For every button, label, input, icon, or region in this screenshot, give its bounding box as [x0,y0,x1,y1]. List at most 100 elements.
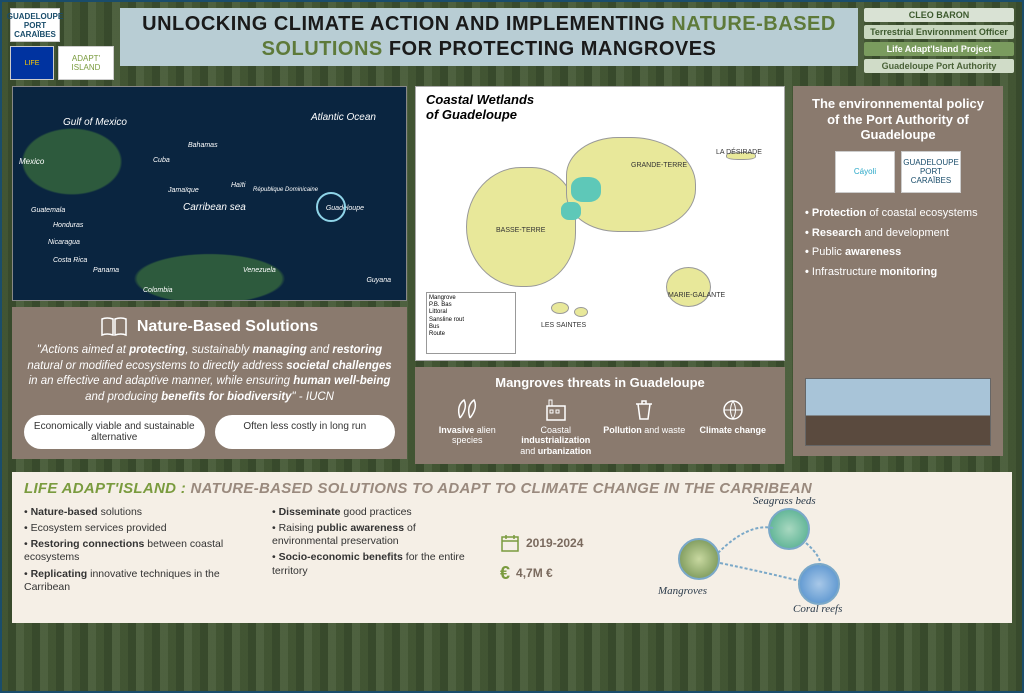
bottom-title-green: LIFE ADAPT'ISLAND : [24,480,191,497]
title-block: UNLOCKING CLIMATE ACTION AND IMPLEMENTIN… [120,8,858,66]
map-label-gulf: Gulf of Mexico [63,117,127,128]
b2-item-2: Raising public awareness of environmenta… [272,522,482,548]
guadeloupe-map-title: Coastal Wetlands of Guadeloupe [426,93,534,123]
factory-icon [541,396,571,422]
title-text-2: FOR PROTECTING MANGROVES [383,38,717,60]
cayoli-logo: Cáyoli [835,151,895,193]
map-label-panama: Panama [93,267,119,274]
map-label-dr: République Dominicaine [253,187,318,193]
nbs-pill-2: Often less costly in long run [215,415,396,449]
port-logo-small: GUADELOUPE PORT CARAÏBES [901,151,961,193]
nbs-pills: Economically viable and sustainable alte… [24,415,395,449]
right-column: The environnemental policy of the Port A… [793,86,1003,464]
map-label-jamaica: Jamaïque [168,187,199,194]
header-row: GUADELOUPE PORT CARAÏBES LIFE ADAPT' ISL… [2,2,1022,82]
b1-item-4: Replicating innovative techniques in the… [24,568,254,594]
map-label-costarica: Costa Rica [53,257,87,264]
eco-label-mangroves: Mangroves [658,585,707,597]
threats-row: Invasive alien species Coastal industria… [425,396,775,456]
policy-box: The environnemental policy of the Port A… [793,86,1003,456]
map-label-cuba: Cuba [153,157,170,164]
threats-title: Mangroves threats in Guadeloupe [425,375,775,390]
calendar-icon [500,533,520,553]
period-stat: 2019-2024 [500,533,610,553]
nbs-heading-text: Nature-Based Solutions [137,318,318,336]
map-legend: Mangrove P.B. Bas Littoral Sansline rout… [426,292,516,354]
map-label-colombia: Colombia [143,287,173,294]
map-label-atlantic: Atlantic Ocean [311,112,376,123]
eco-label-seagrass: Seagrass beds [753,495,816,507]
bottom-col-1: Nature-based solutions Ecosystem service… [24,503,254,613]
author-role-badge: Terrestrial Environnment Officer [864,25,1014,39]
ecosystem-diagram: Seagrass beds Mangroves Coral reefs [628,503,1000,613]
threat-invasive: Invasive alien species [425,396,510,456]
budget-stat: € 4,7M € [500,563,610,584]
guadeloupe-map: Coastal Wetlands of Guadeloupe GRANDE-T [415,86,785,361]
leaf-icon [452,396,482,422]
period-text: 2019-2024 [526,536,583,550]
trash-icon [629,396,659,422]
region-basse-terre: BASSE-TERRE [496,227,545,234]
nbs-quote: "Actions aimed at protecting, sustainabl… [24,343,395,405]
book-icon [101,317,127,337]
policy-item-3: Public awareness [805,246,991,260]
bottom-title-rest: NATURE-BASED SOLUTIONS TO ADAPT TO CLIMA… [191,480,812,497]
eco-label-coral: Coral reefs [793,603,842,615]
logo-block: GUADELOUPE PORT CARAÏBES LIFE ADAPT' ISL… [10,8,114,80]
caribbean-map: Gulf of Mexico Atlantic Ocean Carribean … [12,86,407,301]
title-text-1: UNLOCKING CLIMATE ACTION AND IMPLEMENTIN… [142,13,671,35]
region-marie-galante: MARIE-GALANTE [668,292,725,299]
policy-list: Protection of coastal ecosystems Researc… [805,201,991,286]
map-label-venezuela: Venezuela [243,267,276,274]
bottom-col-3: 2019-2024 € 4,7M € [500,503,610,613]
bottom-title: LIFE ADAPT'ISLAND : NATURE-BASED SOLUTIO… [24,480,1000,497]
euro-icon: € [500,563,510,584]
policy-logos: Cáyoli GUADELOUPE PORT CARAÏBES [805,151,991,193]
page-title: UNLOCKING CLIMATE ACTION AND IMPLEMENTIN… [120,8,858,66]
policy-item-2: Research and development [805,227,991,241]
life-logo: LIFE [10,46,54,80]
threat-climate: Climate change [691,396,776,456]
left-column: Gulf of Mexico Atlantic Ocean Carribean … [12,86,407,464]
map-label-bahamas: Bahamas [188,142,218,149]
author-badges: CLEO BARON Terrestrial Environnment Offi… [864,8,1014,73]
bottom-col-2: Disseminate good practices Raising publi… [272,503,482,613]
budget-text: 4,7M € [516,566,553,580]
policy-item-4: Infrastructure monitoring [805,266,991,280]
map-label-guatemala: Guatemala [31,207,65,214]
org-badge: Guadeloupe Port Authority [864,59,1014,73]
region-les-saintes: LES SAINTES [541,322,586,329]
b1-item-2: Ecosystem services provided [24,522,254,535]
region-grande-terre: GRANDE-TERRE [631,162,687,169]
author-name-badge: CLEO BARON [864,8,1014,22]
b2-item-1: Disseminate good practices [272,506,482,519]
threats-box: Mangroves threats in Guadeloupe Invasive… [415,367,785,464]
bottom-section: LIFE ADAPT'ISLAND : NATURE-BASED SOLUTIO… [12,472,1012,623]
guadeloupe-shape [456,127,756,297]
middle-column: Coastal Wetlands of Guadeloupe GRANDE-T [415,86,785,464]
map-label-guyana: Guyana [366,277,391,284]
globe-icon [718,396,748,422]
nbs-pill-1: Economically viable and sustainable alte… [24,415,205,449]
b2-item-3: Socio-economic benefits for the entire t… [272,551,482,577]
map-label-caribbean: Carribean sea [183,202,246,213]
b1-item-3: Restoring connections between coastal ec… [24,538,254,564]
map-label-haiti: Haïti [231,182,245,189]
policy-item-1: Protection of coastal ecosystems [805,207,991,221]
bottom-col-4: Seagrass beds Mangroves Coral reefs [628,503,1000,613]
map-label-mexico: Mexico [19,157,44,166]
policy-title: The environnemental policy of the Port A… [805,96,991,143]
main-grid: Gulf of Mexico Atlantic Ocean Carribean … [2,82,1022,468]
nbs-definition-box: Nature-Based Solutions "Actions aimed at… [12,307,407,459]
region-desirade: LA DÉSIRADE [716,149,762,156]
guadeloupe-marker-icon [316,192,346,222]
bottom-columns: Nature-based solutions Ecosystem service… [24,503,1000,613]
coastal-photo [805,378,991,446]
map-label-nicaragua: Nicaragua [48,239,80,246]
b1-item-1: Nature-based solutions [24,506,254,519]
project-badge: Life Adapt'Island Project [864,42,1014,56]
threat-industrial: Coastal industrialization and urbanizati… [514,396,599,456]
port-logo: GUADELOUPE PORT CARAÏBES [10,8,60,42]
threat-pollution: Pollution and waste [602,396,687,456]
map-label-honduras: Honduras [53,222,83,229]
